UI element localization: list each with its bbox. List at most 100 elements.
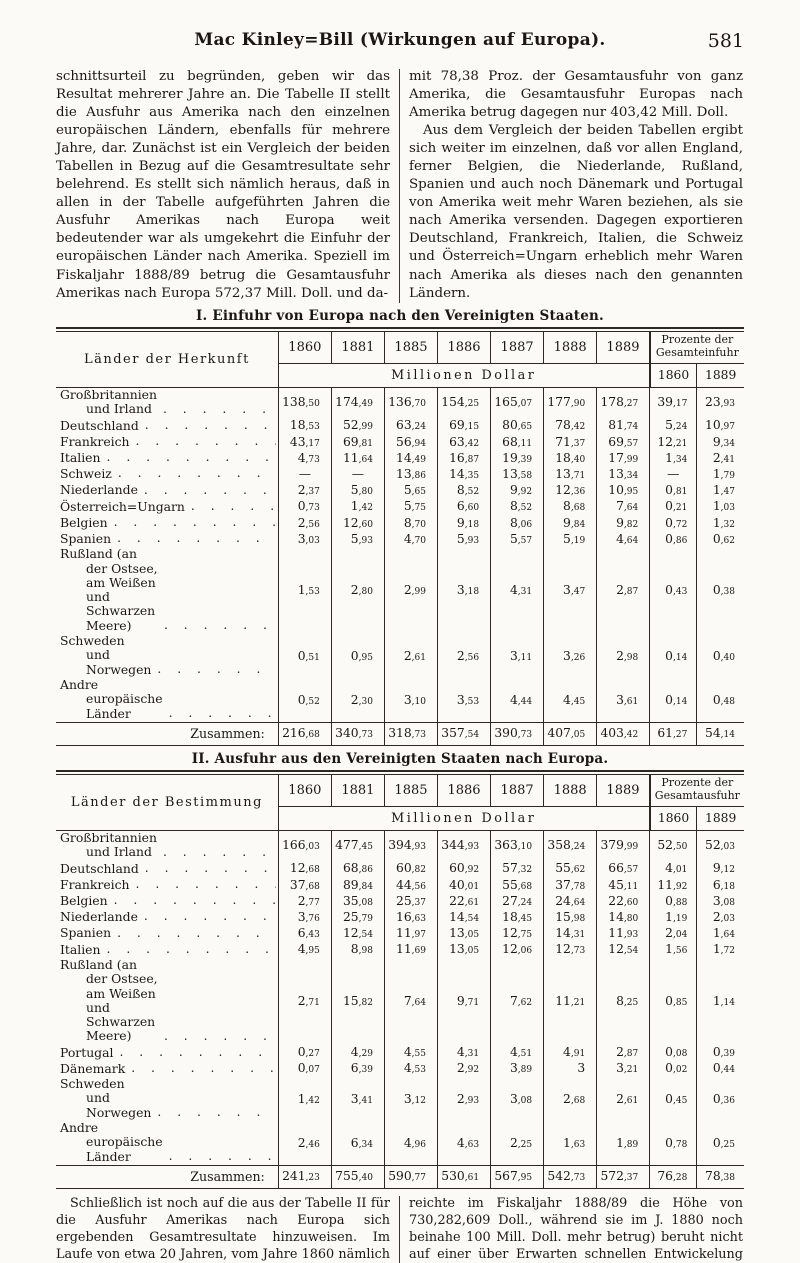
table-cell: 8,25 bbox=[596, 957, 650, 1045]
table-cell: 363,10 bbox=[490, 830, 544, 861]
table-subheader-row: Millionen Dollar 1860 1889 bbox=[56, 806, 744, 831]
row-label: Niederlande bbox=[56, 909, 278, 925]
table-row: Andre europäische Länder2,466,344,964,63… bbox=[56, 1120, 744, 1166]
table2-body: Großbritannien und Irland166,03477,45394… bbox=[56, 830, 744, 1189]
table-cell: 567,95 bbox=[490, 1164, 544, 1189]
table-cell: 7,64 bbox=[383, 957, 438, 1045]
table-cell: 4,96 bbox=[383, 1120, 438, 1166]
table-cell: 8,68 bbox=[543, 498, 597, 515]
column-header-year: 1889 bbox=[596, 331, 650, 364]
table-cell: 5,19 bbox=[543, 530, 597, 547]
table-row: Andre europäische Länder0,522,303,103,53… bbox=[56, 677, 744, 723]
dot-leader bbox=[144, 909, 276, 923]
column-header-year: 1887 bbox=[490, 331, 544, 364]
table-cell: 63,42 bbox=[436, 433, 491, 450]
paragraph: reichte im Fiskaljahr 1888/89 die Höhe v… bbox=[409, 1195, 743, 1263]
table-cell: 2,68 bbox=[543, 1076, 597, 1121]
dot-leader bbox=[191, 499, 276, 513]
table-cell: 12,73 bbox=[543, 941, 597, 958]
table-cell: 12,60 bbox=[330, 514, 385, 531]
table-cell: 3,26 bbox=[543, 633, 597, 678]
dot-leader bbox=[163, 845, 276, 859]
table-cell: 3,47 bbox=[543, 546, 597, 634]
table-cell: 241,23 bbox=[277, 1164, 332, 1189]
table-cell: 1,32 bbox=[696, 514, 744, 531]
unit-label: Millionen Dollar bbox=[277, 806, 650, 831]
bottom-right-column: reichte im Fiskaljahr 1888/89 die Höhe v… bbox=[409, 1195, 743, 1263]
table-cell: 52,99 bbox=[330, 417, 385, 434]
table-cell: 1,03 bbox=[696, 498, 744, 515]
table-cell: 2,92 bbox=[436, 1060, 491, 1077]
table-row: Niederlande3,7625,7916,6314,5418,4515,98… bbox=[56, 908, 744, 926]
table-cell: 318,73 bbox=[383, 721, 438, 746]
table-cell: 11,93 bbox=[596, 925, 650, 942]
table-cell: 755,40 bbox=[330, 1164, 385, 1189]
table-cell: — bbox=[649, 465, 697, 483]
table-cell: 4,44 bbox=[490, 677, 544, 723]
intro-text-section: schnittsurteil zu begründen, geben wir d… bbox=[56, 68, 744, 303]
table-cell: 61,27 bbox=[649, 721, 697, 746]
table-cell: 403,42 bbox=[596, 721, 650, 746]
dot-leader bbox=[144, 483, 276, 497]
table-cell: 174,49 bbox=[330, 387, 385, 418]
table-cell: 25,79 bbox=[330, 908, 385, 926]
table-cell: 5,93 bbox=[330, 530, 385, 547]
table-cell: 14,35 bbox=[436, 465, 491, 483]
table-cell: 1,89 bbox=[596, 1120, 650, 1166]
table-cell: 14,80 bbox=[596, 908, 650, 926]
column-header-year: 1888 bbox=[543, 331, 597, 364]
table-cell: 12,54 bbox=[330, 925, 385, 942]
table-cell: 9,82 bbox=[596, 514, 650, 531]
intro-right-column: mit 78,38 Proz. der Gesamtausfuhr von ga… bbox=[409, 68, 743, 303]
table2-title: II. Ausfuhr aus den Vereinigten Staaten … bbox=[191, 750, 609, 767]
table-cell: 18,45 bbox=[490, 908, 544, 926]
table-cell: 0,38 bbox=[696, 546, 744, 634]
table-cell: 43,17 bbox=[277, 433, 332, 450]
row-label: Belgien bbox=[56, 893, 278, 909]
table-cell: 2,77 bbox=[277, 892, 332, 909]
table-cell: 13,71 bbox=[543, 465, 597, 483]
table-cell: 166,03 bbox=[277, 830, 332, 861]
dot-leader bbox=[131, 1061, 276, 1075]
table-cell: 25,37 bbox=[383, 892, 438, 909]
table-cell: 3,21 bbox=[596, 1060, 650, 1077]
table-cell: 0,78 bbox=[649, 1120, 697, 1166]
table-cell: 89,84 bbox=[330, 876, 385, 893]
table-cell: 1,72 bbox=[696, 941, 744, 958]
column-header-laender: Länder der Herkunft bbox=[56, 331, 279, 388]
table-cell: 0,36 bbox=[696, 1076, 744, 1121]
table-cell: — bbox=[277, 465, 332, 483]
row-label: Andre europäische Länder bbox=[56, 678, 278, 722]
column-header-year: 1887 bbox=[490, 774, 544, 807]
table-cell: 6,18 bbox=[696, 876, 744, 893]
dot-leader bbox=[107, 450, 276, 464]
table-cell: 1,56 bbox=[649, 941, 697, 958]
table-cell: 3 bbox=[543, 1060, 597, 1077]
table-cell: 2,61 bbox=[383, 633, 438, 678]
table-cell: 2,04 bbox=[649, 925, 697, 942]
table-cell: 55,62 bbox=[543, 860, 597, 877]
table-row: Österreich=Ungarn0,731,425,756,608,528,6… bbox=[56, 498, 744, 515]
table-cell: 37,68 bbox=[277, 876, 332, 893]
table-cell: 0,95 bbox=[330, 633, 385, 678]
table-cell: 1,19 bbox=[649, 908, 697, 926]
dot-leader bbox=[145, 861, 276, 875]
table-cell: 4,95 bbox=[277, 941, 332, 958]
table-cell: 11,21 bbox=[543, 957, 597, 1045]
table-cell: 52,50 bbox=[649, 830, 697, 861]
table-cell: 0,25 bbox=[696, 1120, 744, 1166]
table1-title: I. Einfuhr von Europa nach den Vereinigt… bbox=[196, 307, 604, 324]
table-cell: 78,38 bbox=[696, 1164, 744, 1189]
table-cell: 2,46 bbox=[277, 1120, 332, 1166]
table-cell: — bbox=[330, 465, 385, 483]
table-cell: 394,93 bbox=[383, 830, 438, 861]
row-label: Frankreich bbox=[56, 434, 278, 450]
table-header-row: Länder der Herkunft 1860 1881 1885 1886 … bbox=[56, 331, 744, 388]
table-cell: 14,54 bbox=[436, 908, 491, 926]
table-cell: 2,87 bbox=[596, 1044, 650, 1061]
dot-leader bbox=[163, 402, 276, 416]
dot-leader bbox=[164, 618, 276, 632]
table1-wrapper: Länder der Herkunft 1860 1881 1885 1886 … bbox=[56, 326, 744, 746]
dot-leader bbox=[118, 466, 276, 480]
